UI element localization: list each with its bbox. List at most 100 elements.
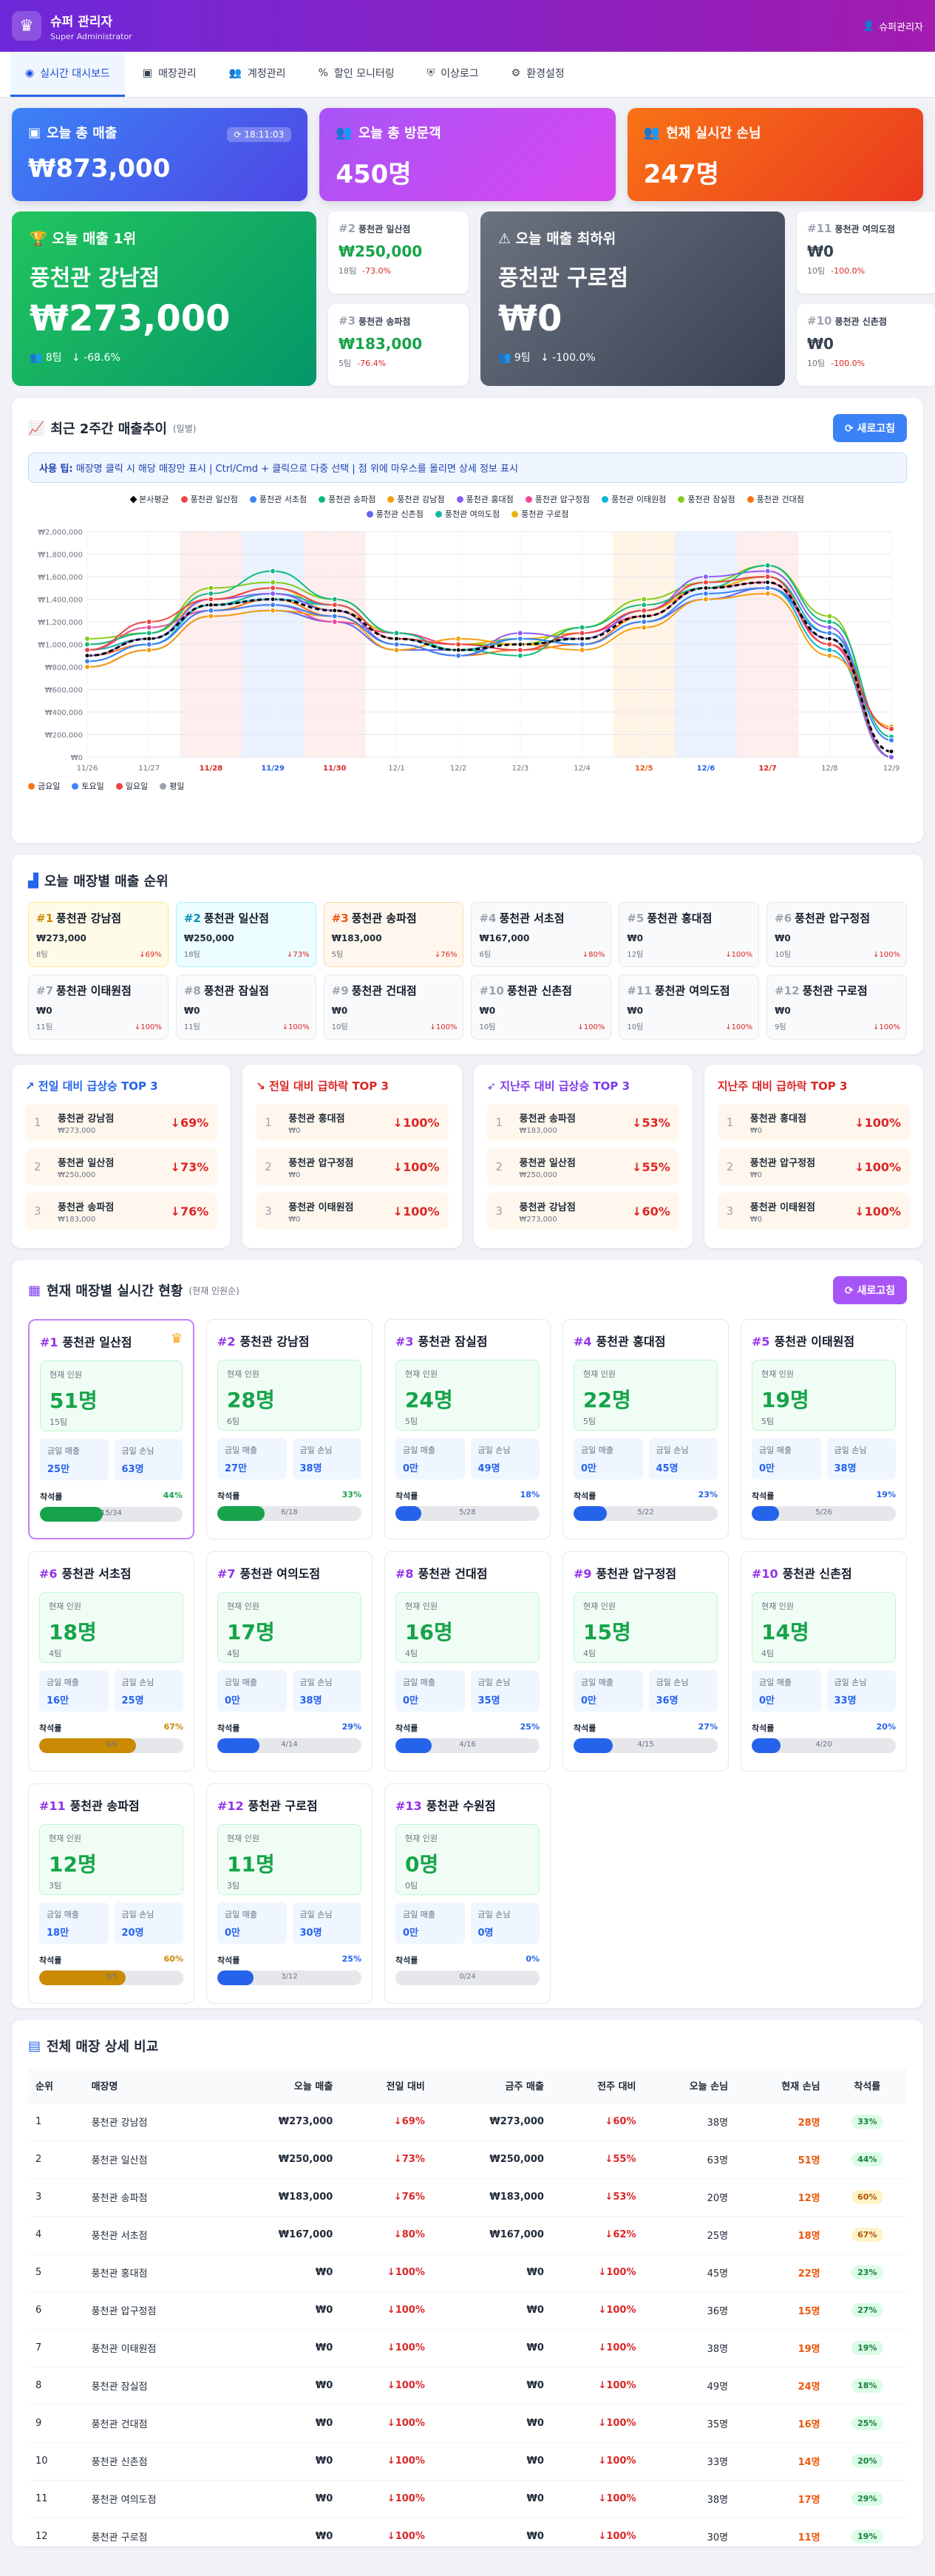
store-status-card[interactable]: #2 풍천관 강남점 현재 인원 28명 6팀 금일 매출 27만 금일 손님 38명 착석률 33…: [206, 1319, 373, 1539]
cell-text: ↓100%: [598, 2455, 636, 2467]
legend-item[interactable]: 풍천관 송파점: [319, 493, 375, 505]
top3-row[interactable]: 2 풍천관 일산점 ₩250,000 ↓73%: [25, 1148, 218, 1185]
ranking-cell[interactable]: #10 풍천관 신촌점 ₩0 10팀 ↓100%: [471, 975, 612, 1040]
stat-boxes: 금일 매출 0만 금일 손님 33명: [752, 1670, 896, 1712]
cell-text: ₩0: [315, 2380, 333, 2391]
table-cell: 51명: [735, 2140, 828, 2178]
legend-item[interactable]: 풍천관 이태원점: [602, 493, 666, 505]
table-row[interactable]: 6 풍천관 압구정점 ₩0 ↓100% ₩0 ↓100% 36명 15명 27%: [28, 2291, 907, 2329]
top3-row[interactable]: 3 풍천관 이태원점 ₩0 ↓100%: [717, 1193, 910, 1230]
table-row[interactable]: 9 풍천관 건대점 ₩0 ↓100% ₩0 ↓100% 35명 16명 25%: [28, 2404, 907, 2442]
top3-row[interactable]: 2 풍천관 압구정점 ₩0 ↓100%: [717, 1148, 910, 1185]
top3-store: 풍천관 홍대점 ₩0: [750, 1111, 806, 1135]
table-row[interactable]: 1 풍천관 강남점 ₩273,000 ↓69% ₩273,000 ↓60% 38명 28명 33…: [28, 2102, 907, 2141]
legend-item[interactable]: 본사평균: [129, 493, 169, 505]
store-status-card[interactable]: #8 풍천관 건대점 현재 인원 16명 4팀 금일 매출 0만 금일 손님 35명 착석률 25%…: [384, 1551, 551, 1772]
ranking-cell[interactable]: #8 풍천관 잠실점 ₩0 11팀 ↓100%: [175, 975, 316, 1040]
store-status-card[interactable]: #4 풍천관 홍대점 현재 인원 22명 5팀 금일 매출 0만 금일 손님 45명 착석률 23%…: [562, 1319, 729, 1539]
store-status-card[interactable]: #13 풍천관 수원점 현재 인원 0명 0팀 금일 매출 0만 금일 손님 0명 착석률 0% 0/…: [384, 1783, 551, 2004]
top3-row[interactable]: 1 풍천관 홍대점 ₩0 ↓100%: [717, 1104, 910, 1141]
store-status-card[interactable]: #3 풍천관 잠실점 현재 인원 24명 5팀 금일 매출 0만 금일 손님 49명 착석률 18%…: [384, 1319, 551, 1539]
ranking-cell[interactable]: #7 풍천관 이태원점 ₩0 11팀 ↓100%: [28, 975, 169, 1040]
stat-box: 금일 매출 27만: [217, 1438, 287, 1479]
legend-item[interactable]: 풍천관 신촌점: [366, 508, 424, 520]
store-status-card[interactable]: #5 풍천관 이태원점 현재 인원 19명 5팀 금일 매출 0만 금일 손님 38명 착석률 19…: [741, 1319, 907, 1539]
kpi-sales-value: ₩873,000: [28, 154, 171, 183]
cell-text: 10: [35, 2455, 48, 2467]
top3-row[interactable]: 1 풍천관 강남점 ₩273,000 ↓69%: [25, 1104, 218, 1141]
table-row[interactable]: 11 풍천관 여의도점 ₩0 ↓100% ₩0 ↓100% 38명 17명 29%: [28, 2479, 907, 2518]
table-row[interactable]: 7 풍천관 이태원점 ₩0 ↓100% ₩0 ↓100% 38명 19명 19%: [28, 2328, 907, 2367]
table-row[interactable]: 4 풍천관 서초점 ₩167,000 ↓80% ₩167,000 ↓62% 25명 18명 67…: [28, 2215, 907, 2254]
table-cell: 29%: [827, 2479, 907, 2518]
table-row[interactable]: 5 풍천관 홍대점 ₩0 ↓100% ₩0 ↓100% 45명 22명 23%: [28, 2253, 907, 2291]
refresh-time-badge[interactable]: ⟳ 18:11:03: [226, 127, 292, 142]
ranking-cell[interactable]: #3 풍천관 송파점 ₩183,000 5팀 ↓76%: [323, 902, 464, 967]
table-row[interactable]: 10 풍천관 신촌점 ₩0 ↓100% ₩0 ↓100% 33명 14명 20%: [28, 2441, 907, 2480]
ranking-cell[interactable]: #6 풍천관 압구정점 ₩0 10팀 ↓100%: [766, 902, 907, 967]
mini-store-card: #2 풍천관 일산점 ₩250,000 18팀 -73.0%: [328, 211, 469, 294]
ranking-store: 풍천관 일산점: [203, 912, 269, 925]
tab-5[interactable]: ⚙ 환경설정: [497, 52, 579, 97]
store-status-card[interactable]: #12 풍천관 구로점 현재 인원 11명 3팀 금일 매출 0만 금일 손님 30명 착석률 25…: [206, 1783, 373, 2004]
tab-3[interactable]: % 할인 모니터링: [304, 52, 409, 97]
tab-2[interactable]: 👥 계정관리: [214, 52, 301, 97]
top3-row[interactable]: 3 풍천관 이태원점 ₩0 ↓100%: [256, 1193, 449, 1230]
util-bar: 3/5: [39, 1970, 183, 1985]
tab-0[interactable]: ◉ 실시간 대시보드: [10, 52, 125, 97]
store-status-card[interactable]: #11 풍천관 송파점 현재 인원 12명 3팀 금일 매출 18만 금일 손님 20명 착석률 6…: [28, 1783, 194, 2004]
top3-row[interactable]: 1 풍천관 송파점 ₩183,000 ↓53%: [486, 1104, 679, 1141]
legend-item[interactable]: 풍천관 일산점: [180, 493, 238, 505]
cell-text: 14명: [798, 2457, 820, 2468]
legend-item[interactable]: 풍천관 건대점: [747, 493, 804, 505]
occupancy-box: 현재 인원 17명 4팀: [217, 1592, 361, 1663]
table-cell: 풍천관 건대점: [84, 2404, 222, 2442]
util-row: 착석률 18%: [395, 1490, 540, 1502]
table-row[interactable]: 2 풍천관 일산점 ₩250,000 ↓73% ₩250,000 ↓55% 63명 51명 44…: [28, 2140, 907, 2178]
legend-item[interactable]: 풍천관 잠실점: [678, 493, 735, 505]
top3-title-text: 지난주 대비 급상승 TOP 3: [500, 1079, 630, 1093]
store-status-card[interactable]: #9 풍천관 압구정점 현재 인원 15명 4팀 금일 매출 0만 금일 손님 36명 착석률 27…: [562, 1551, 729, 1772]
table-row[interactable]: 8 풍천관 잠실점 ₩0 ↓100% ₩0 ↓100% 49명 24명 18%: [28, 2366, 907, 2404]
table-row[interactable]: 3 풍천관 송파점 ₩183,000 ↓76% ₩183,000 ↓53% 20명 12명 60…: [28, 2177, 907, 2216]
ranking-cell[interactable]: #2 풍천관 일산점 ₩250,000 18팀 ↓73%: [175, 902, 316, 967]
ranking-cell[interactable]: #12 풍천관 구로점 ₩0 9팀 ↓100%: [766, 975, 907, 1040]
top3-store-value: ₩0: [288, 1126, 301, 1135]
ranking-rank: #8: [183, 984, 201, 997]
ranking-change: ↓100%: [577, 1023, 605, 1031]
ranking-cell[interactable]: #9 풍천관 건대점 ₩0 10팀 ↓100%: [323, 975, 464, 1040]
legend-item[interactable]: 풍천관 서초점: [249, 493, 307, 505]
store-status-card[interactable]: #10 풍천관 신촌점 현재 인원 14명 4팀 금일 매출 0만 금일 손님 33명 착석률 20…: [741, 1551, 907, 1772]
store-status-card[interactable]: #6 풍천관 서초점 현재 인원 18명 4팀 금일 매출 16만 금일 손님 25명 착석률 67…: [28, 1551, 194, 1772]
top3-title: ↘ 전일 대비 급하락 TOP 3: [256, 1078, 448, 1094]
tab-4[interactable]: ⛨ 이상로그: [412, 52, 494, 97]
top3-row[interactable]: 3 풍천관 송파점 ₩183,000 ↓76%: [25, 1193, 218, 1230]
legend-label: 풍천관 이태원점: [611, 495, 667, 504]
data-point: [826, 647, 833, 654]
top3-row[interactable]: 2 풍천관 일산점 ₩250,000 ↓55%: [486, 1148, 679, 1185]
ranking-cell[interactable]: #11 풍천관 여의도점 ₩0 10팀 ↓100%: [619, 975, 760, 1040]
table-cell: ₩250,000: [432, 2140, 551, 2178]
live-refresh-button[interactable]: ⟳ 새로고침: [832, 1276, 907, 1304]
store-status-card[interactable]: #1 풍천관 일산점 ♛ 현재 인원 51명 15팀 금일 매출 25만 금일 손님 63명 착석률…: [28, 1319, 194, 1539]
legend-dot: [747, 495, 754, 503]
legend-item[interactable]: 풍천관 강남점: [387, 493, 445, 505]
data-point: [826, 652, 833, 659]
ranking-cell[interactable]: #1 풍천관 강남점 ₩273,000 8팀 ↓69%: [28, 902, 169, 967]
legend-item[interactable]: 풍천관 여의도점: [435, 508, 500, 520]
top3-row[interactable]: 1 풍천관 홍대점 ₩0 ↓100%: [256, 1104, 449, 1141]
top3-row[interactable]: 3 풍천관 강남점 ₩273,000 ↓60%: [486, 1193, 679, 1230]
store-rank: #8: [395, 1567, 414, 1581]
user-menu[interactable]: 👤 슈퍼관리자: [863, 20, 923, 33]
occupancy-label: 현재 인원: [761, 1601, 794, 1611]
legend-item[interactable]: 풍천관 압구정점: [525, 493, 590, 505]
legend-item[interactable]: 풍천관 홍대점: [456, 493, 514, 505]
table-row[interactable]: 12 풍천관 구로점 ₩0 ↓100% ₩0 ↓100% 30명 11명 19%: [28, 2517, 907, 2555]
ranking-cell[interactable]: #5 풍천관 홍대점 ₩0 12팀 ↓100%: [619, 902, 760, 967]
top3-row[interactable]: 2 풍천관 압구정점 ₩0 ↓100%: [256, 1148, 449, 1185]
ranking-cell[interactable]: #4 풍천관 서초점 ₩167,000 6팀 ↓80%: [471, 902, 612, 967]
tab-1[interactable]: ▣ 매장관리: [128, 52, 211, 97]
legend-item[interactable]: 풍천관 구로점: [511, 508, 568, 520]
refresh-button[interactable]: ⟳ 새로고침: [832, 414, 907, 442]
store-status-card[interactable]: #7 풍천관 여의도점 현재 인원 17명 4팀 금일 매출 0만 금일 손님 38명 착석률 29…: [206, 1551, 373, 1772]
